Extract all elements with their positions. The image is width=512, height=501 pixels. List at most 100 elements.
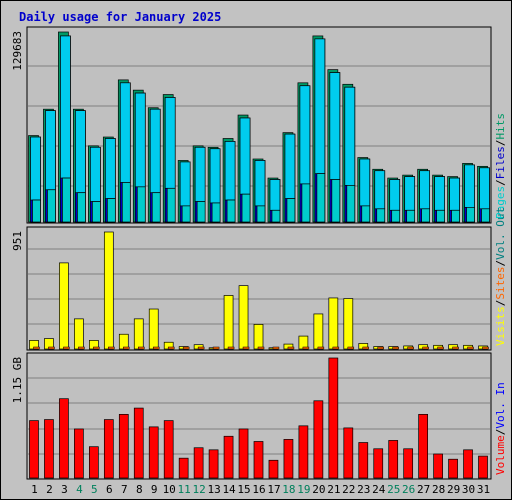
bar-sites [227, 346, 235, 350]
bar-sites [377, 346, 384, 350]
bar-sites [123, 346, 130, 350]
bar-pages [271, 209, 281, 223]
bar-sites [467, 346, 474, 350]
legend-entry: Hits [494, 113, 507, 140]
bar-files-cap [404, 176, 416, 211]
legend-entry: Pages [494, 186, 507, 219]
x-tick-label: 18 [282, 483, 295, 496]
x-tick-label: 21 [327, 483, 340, 496]
bar-volume [268, 459, 279, 479]
x-tick-label: 27 [417, 483, 430, 496]
bar-pages [62, 177, 71, 223]
bar-sites [287, 346, 295, 350]
bar-files-cap [209, 148, 221, 204]
bar-volume [163, 420, 174, 479]
x-tick-label: 5 [91, 483, 98, 496]
x-tick-label: 9 [151, 483, 158, 496]
x-tick-label: 6 [106, 483, 113, 496]
bar-sites [452, 346, 459, 350]
bar-pages [406, 209, 416, 223]
bar-visits [133, 318, 144, 350]
bar-pages [316, 173, 326, 223]
bar-pages [331, 179, 341, 223]
bar-visits [343, 298, 354, 350]
bar-sites [332, 346, 340, 350]
bar-pages [376, 208, 386, 223]
bar-sites [407, 346, 414, 350]
bar-volume [253, 441, 264, 479]
bar-sites [78, 346, 85, 350]
x-tick-label: 30 [462, 483, 475, 496]
bar-sites [302, 346, 310, 350]
bar-volume [44, 419, 54, 479]
bar-visits [223, 295, 234, 350]
bar-volume [238, 428, 249, 479]
y-scale-label: 1.15 GB [11, 357, 24, 404]
bar-sites [167, 346, 175, 350]
bar-pages [92, 201, 101, 223]
x-tick-label: 12 [193, 483, 206, 496]
x-tick-label: 23 [357, 483, 370, 496]
x-tick-label: 19 [297, 483, 310, 496]
y-scale-label: 129683 [11, 31, 24, 71]
bar-files-cap [434, 176, 445, 211]
bar-files-cap [359, 158, 371, 207]
x-tick-label: 29 [447, 483, 460, 496]
bar-sites [63, 346, 70, 350]
bar-pages [241, 193, 251, 223]
bar-volume [148, 426, 159, 479]
bar-sites [422, 346, 429, 350]
bar-volume [313, 400, 324, 479]
x-tick-label: 17 [267, 483, 280, 496]
bar-sites [152, 346, 160, 350]
bar-visits [313, 313, 324, 350]
bar-pages [286, 198, 296, 223]
bar-pages [346, 185, 356, 223]
bar-files-cap [464, 164, 475, 208]
bar-volume [103, 419, 114, 479]
bar-pages [47, 189, 56, 223]
legend-entry: / [494, 300, 507, 307]
bar-pages [211, 202, 221, 223]
bar-volume [418, 413, 428, 479]
bar-pages [32, 199, 41, 223]
bar-files-cap [284, 133, 296, 199]
bar-volume [208, 449, 219, 479]
legend-entry: Visits [494, 306, 507, 346]
legend-entry: Files [494, 146, 507, 179]
x-tick-label: 31 [477, 483, 490, 496]
bar-files-cap [194, 146, 206, 202]
bar-files-cap [479, 167, 490, 210]
x-tick-label: 26 [402, 483, 415, 496]
bar-files-cap [179, 161, 191, 207]
bar-pages [301, 183, 311, 223]
x-tick-label: 15 [237, 483, 250, 496]
bar-files-cap [269, 179, 281, 211]
bar-volume [298, 425, 309, 479]
bar-files-cap [239, 117, 251, 195]
bar-volume [388, 440, 399, 479]
legend-entry: / [494, 140, 507, 147]
legend: Pages/Files/Hits [494, 113, 507, 219]
bar-pages [196, 201, 206, 223]
bar-pages [451, 209, 460, 223]
bar-visits [328, 297, 339, 350]
x-tick-label: 22 [342, 483, 355, 496]
x-tick-label: 14 [222, 483, 236, 496]
bar-volume [448, 458, 458, 479]
x-tick-label: 24 [372, 483, 386, 496]
bar-volume [478, 455, 488, 479]
bar-pages [391, 209, 401, 223]
bar-files-cap [314, 38, 326, 175]
legend-entry: Vol. Out [494, 207, 507, 260]
bar-pages [166, 187, 176, 223]
bar-visits [74, 318, 84, 350]
bar-pages [77, 192, 86, 223]
y-scale-label: 951 [11, 231, 24, 251]
bar-pages [466, 206, 475, 223]
bar-volume [59, 398, 69, 479]
x-tick-label: 25 [387, 483, 400, 496]
bar-sites [138, 346, 145, 350]
bar-pages [256, 205, 266, 223]
bar-sites [108, 346, 115, 350]
